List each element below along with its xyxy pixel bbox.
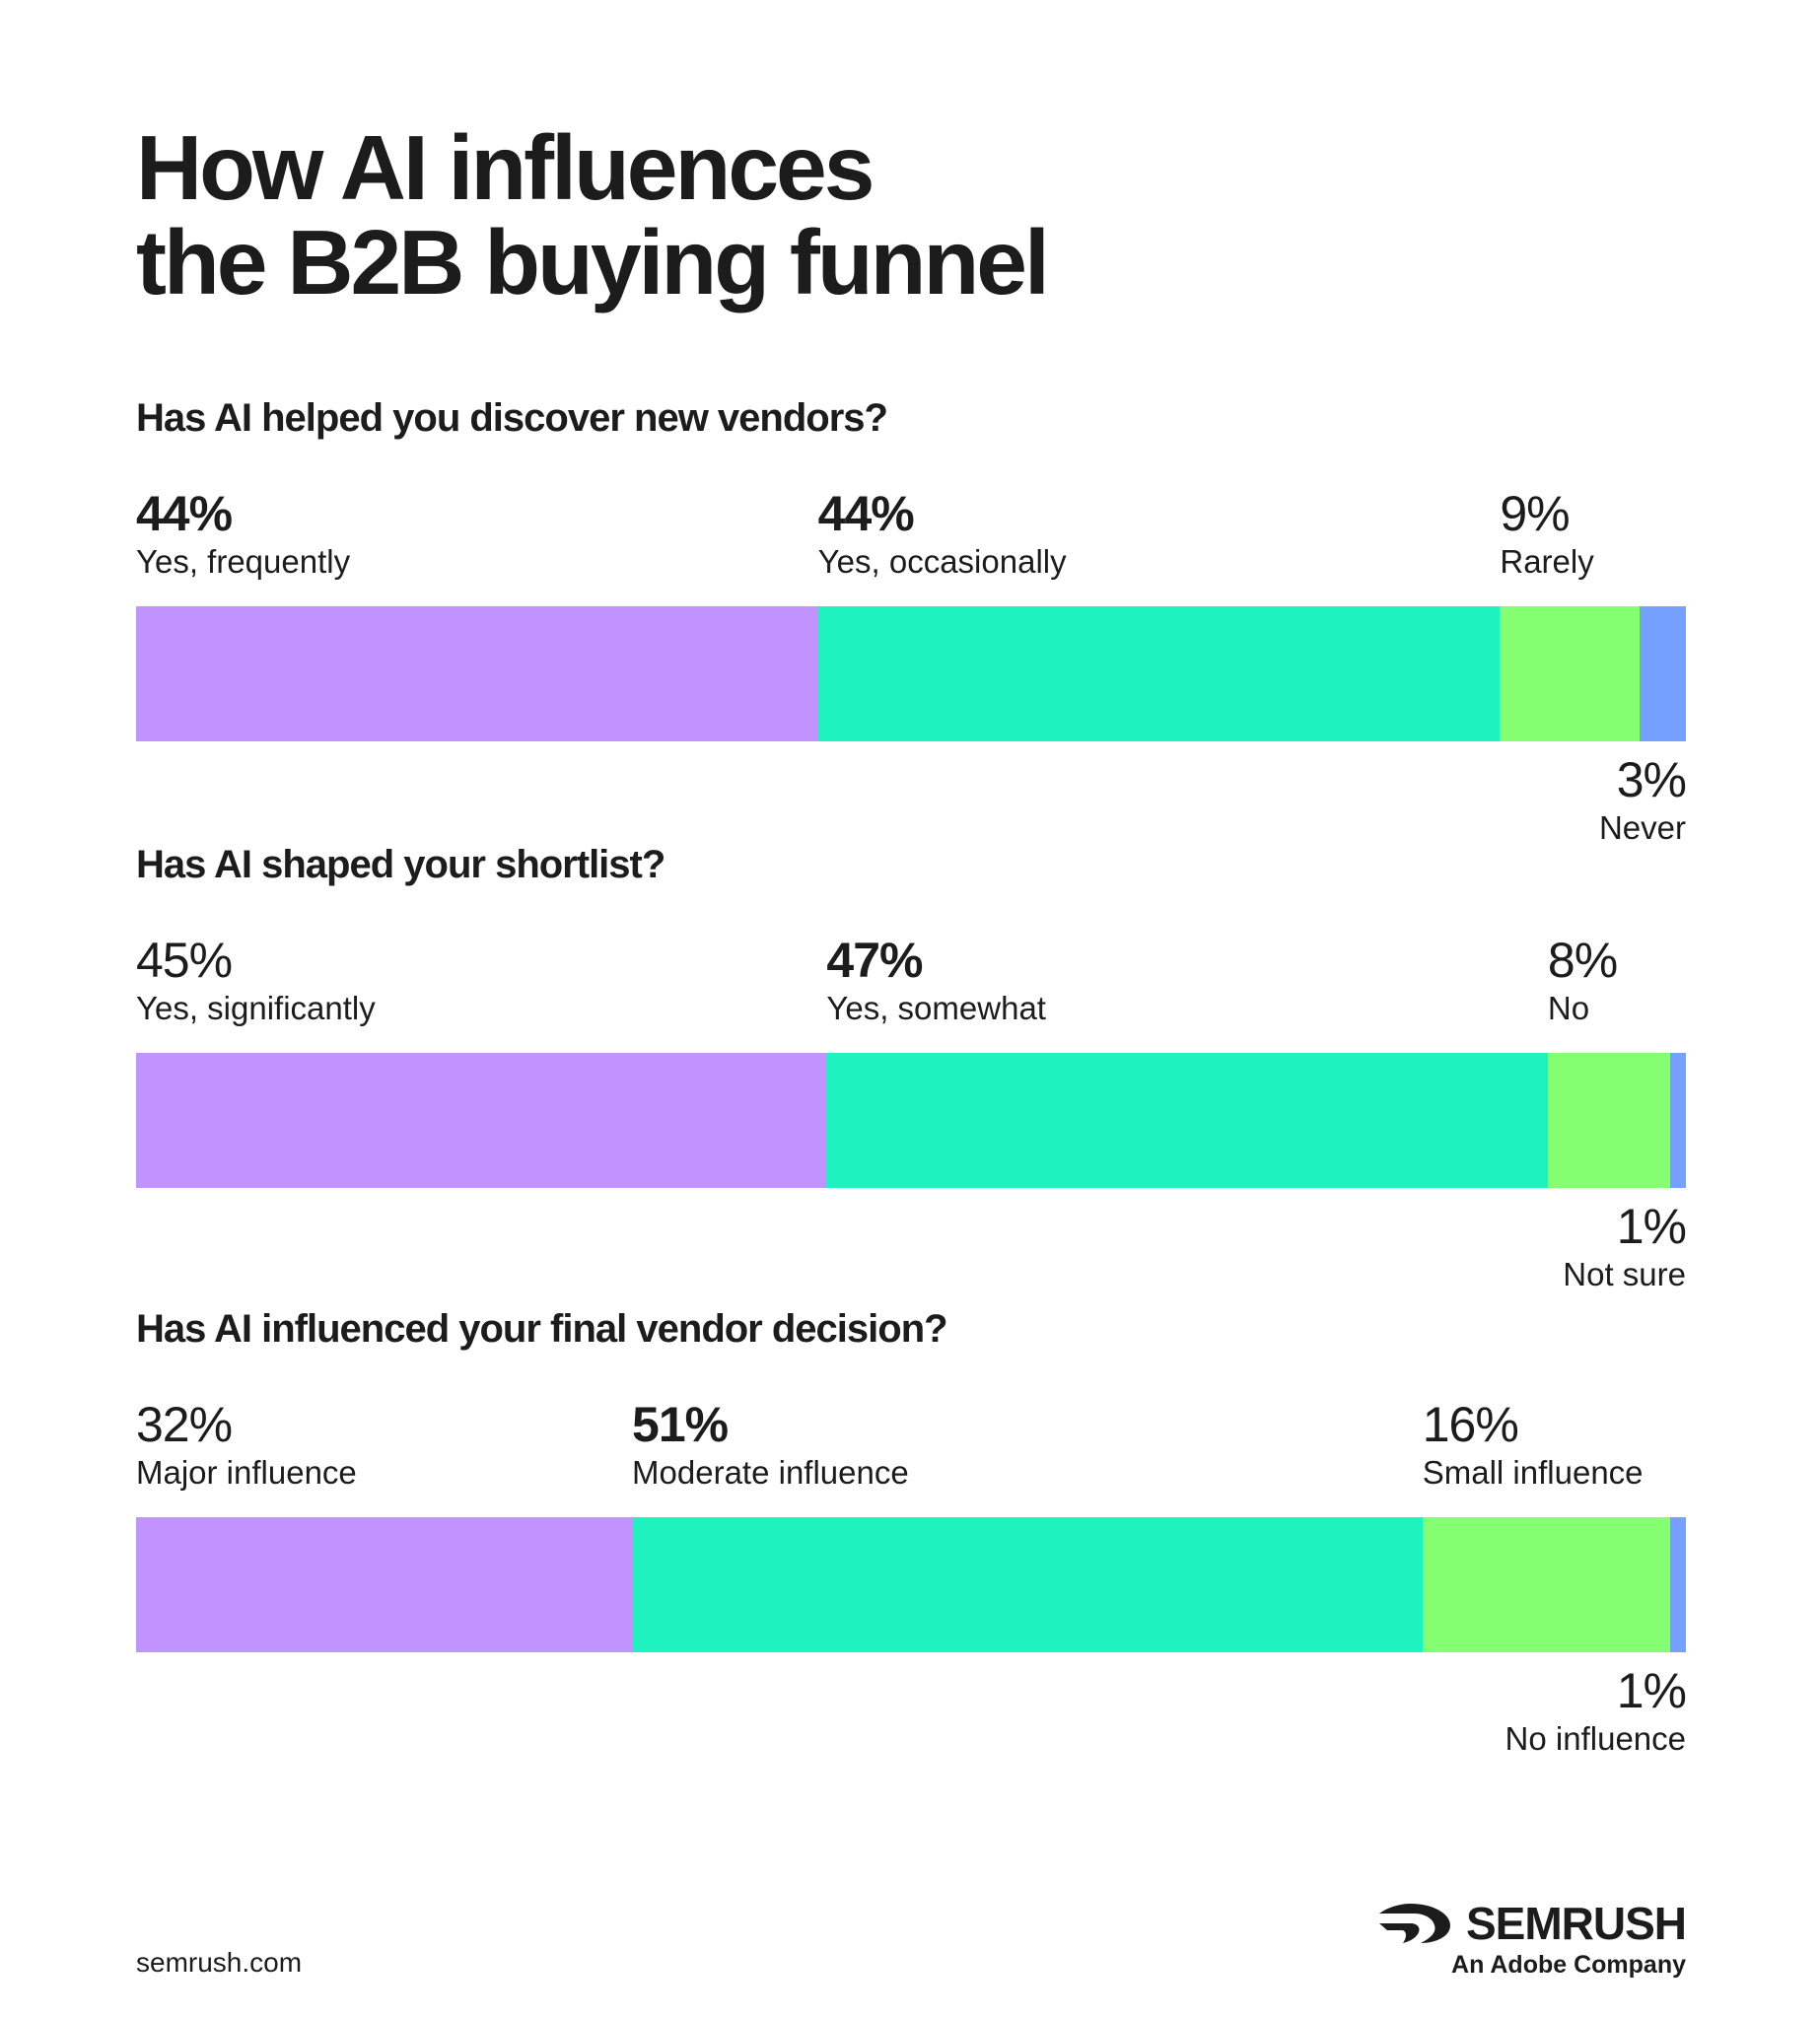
- title-line-2: the B2B buying funnel: [136, 211, 1050, 313]
- category-label: Never: [1598, 809, 1686, 846]
- category-label: Yes, somewhat: [826, 990, 1046, 1026]
- brand-tagline: An Adobe Company: [1451, 1951, 1686, 1979]
- category-label: Yes, frequently: [136, 543, 351, 580]
- bar-segment-1: [817, 606, 1501, 741]
- value-label: 1%: [1616, 1663, 1687, 1718]
- footer-url: semrush.com: [136, 1947, 303, 1978]
- category-label: No: [1547, 990, 1590, 1026]
- value-label: 51%: [632, 1397, 729, 1452]
- bar-segment-0: [136, 1053, 827, 1188]
- bar-segment-1: [632, 1517, 1424, 1652]
- chart-final-decision: Has AI influenced your final vendor deci…: [136, 1305, 1687, 1759]
- stacked-bar: [136, 1053, 1686, 1188]
- bar-segment-2: [1422, 1517, 1671, 1652]
- value-label: 8%: [1547, 933, 1618, 988]
- label-3: 1% No influence: [1505, 1662, 1687, 1759]
- category-label: Major influence: [136, 1454, 357, 1491]
- brand-name: SEMRUSH: [1465, 1898, 1687, 1949]
- label-1: 44% Yes, occasionally: [818, 485, 1067, 582]
- value-label: 47%: [826, 933, 923, 988]
- value-label: 9%: [1500, 486, 1570, 541]
- bar-segment-0: [136, 1517, 633, 1652]
- category-label: Yes, occasionally: [817, 543, 1067, 580]
- bar-segment-3: [1670, 1053, 1686, 1188]
- category-label: Small influence: [1422, 1454, 1644, 1491]
- page-title: How AI influences the B2B buying funnel: [136, 120, 1516, 310]
- label-3: 3% Never: [1598, 751, 1687, 848]
- question-title: Has AI shaped your shortlist?: [136, 843, 665, 886]
- bar-segment-2: [1547, 1053, 1671, 1188]
- category-label: Rarely: [1500, 543, 1594, 580]
- value-label: 16%: [1422, 1397, 1519, 1452]
- label-2: 9% Rarely: [1500, 485, 1593, 582]
- chart-discover-vendors: Has AI helped you discover new vendors? …: [136, 394, 1687, 848]
- label-0: 32% Major influence: [136, 1396, 357, 1493]
- value-label: 3%: [1616, 752, 1687, 807]
- label-1: 47% Yes, somewhat: [826, 932, 1046, 1028]
- category-label: Not sure: [1563, 1256, 1686, 1292]
- value-label: 44%: [136, 486, 233, 541]
- stacked-bar: [136, 1517, 1686, 1652]
- semrush-flame-icon: [1378, 1904, 1450, 1943]
- bar-segment-0: [136, 606, 819, 741]
- semrush-logo: SEMRUSH An Adobe Company: [1377, 1898, 1687, 1980]
- label-2: 16% Small influence: [1423, 1396, 1644, 1493]
- bar-segment-3: [1639, 606, 1686, 741]
- title-line-1: How AI influences: [136, 116, 875, 219]
- category-label: Yes, significantly: [136, 990, 376, 1026]
- bar-segment-3: [1670, 1517, 1686, 1652]
- label-0: 45% Yes, significantly: [136, 932, 376, 1028]
- question-title: Has AI helped you discover new vendors?: [136, 396, 888, 440]
- bar-segment-1: [826, 1053, 1549, 1188]
- label-0: 44% Yes, frequently: [136, 485, 350, 582]
- label-3: 1% Not sure: [1563, 1198, 1687, 1294]
- bar-segment-2: [1500, 606, 1641, 741]
- label-1: 51% Moderate influence: [632, 1396, 909, 1493]
- value-label: 44%: [817, 486, 915, 541]
- category-label: Moderate influence: [632, 1454, 909, 1491]
- chart-shortlist: Has AI shaped your shortlist? 45% Yes, s…: [136, 841, 1687, 1294]
- value-label: 45%: [136, 933, 233, 988]
- question-title: Has AI influenced your final vendor deci…: [136, 1307, 948, 1351]
- category-label: No influence: [1505, 1720, 1686, 1757]
- value-label: 1%: [1616, 1199, 1687, 1254]
- stacked-bar: [136, 606, 1686, 741]
- label-2: 8% No: [1547, 932, 1618, 1028]
- value-label: 32%: [136, 1397, 233, 1452]
